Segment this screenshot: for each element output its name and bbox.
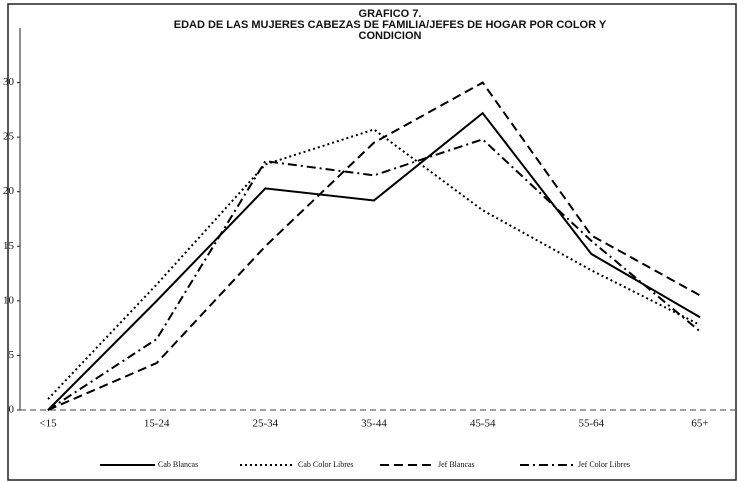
y-tick-label: 0 <box>9 404 15 416</box>
legend-label: Jef Color Libres <box>578 460 630 469</box>
series-line <box>47 138 701 411</box>
chart-frame <box>7 3 737 481</box>
x-tick-label: 25-34 <box>252 418 278 430</box>
chart-title: EDAD DE LAS MUJERES CABEZAS DE FAMILIA/J… <box>174 19 607 31</box>
y-tick-label: 10 <box>3 294 15 306</box>
series-line <box>47 111 701 411</box>
x-tick-label: 65+ <box>691 418 708 430</box>
x-tick-label: 45-54 <box>470 418 496 430</box>
series-line <box>47 128 701 400</box>
chart-title: GRAFICO 7. <box>359 8 422 20</box>
x-tick-label: 15-24 <box>144 418 170 430</box>
series-line <box>47 81 701 411</box>
legend-label: Jef Blancas <box>438 460 475 469</box>
x-tick-label: <15 <box>39 418 57 430</box>
y-tick-label: 15 <box>3 240 15 252</box>
x-tick-label: 35-44 <box>361 418 387 430</box>
y-tick-label: 30 <box>3 76 15 88</box>
legend-label: Cab Blancas <box>158 460 198 469</box>
legend-label: Cab Color Libres <box>298 460 354 469</box>
y-tick-label: 25 <box>3 131 15 143</box>
x-tick-label: 55-64 <box>578 418 604 430</box>
y-tick-label: 20 <box>3 185 15 197</box>
y-tick-label: 5 <box>9 349 15 361</box>
chart-title: CONDICION <box>359 30 422 42</box>
